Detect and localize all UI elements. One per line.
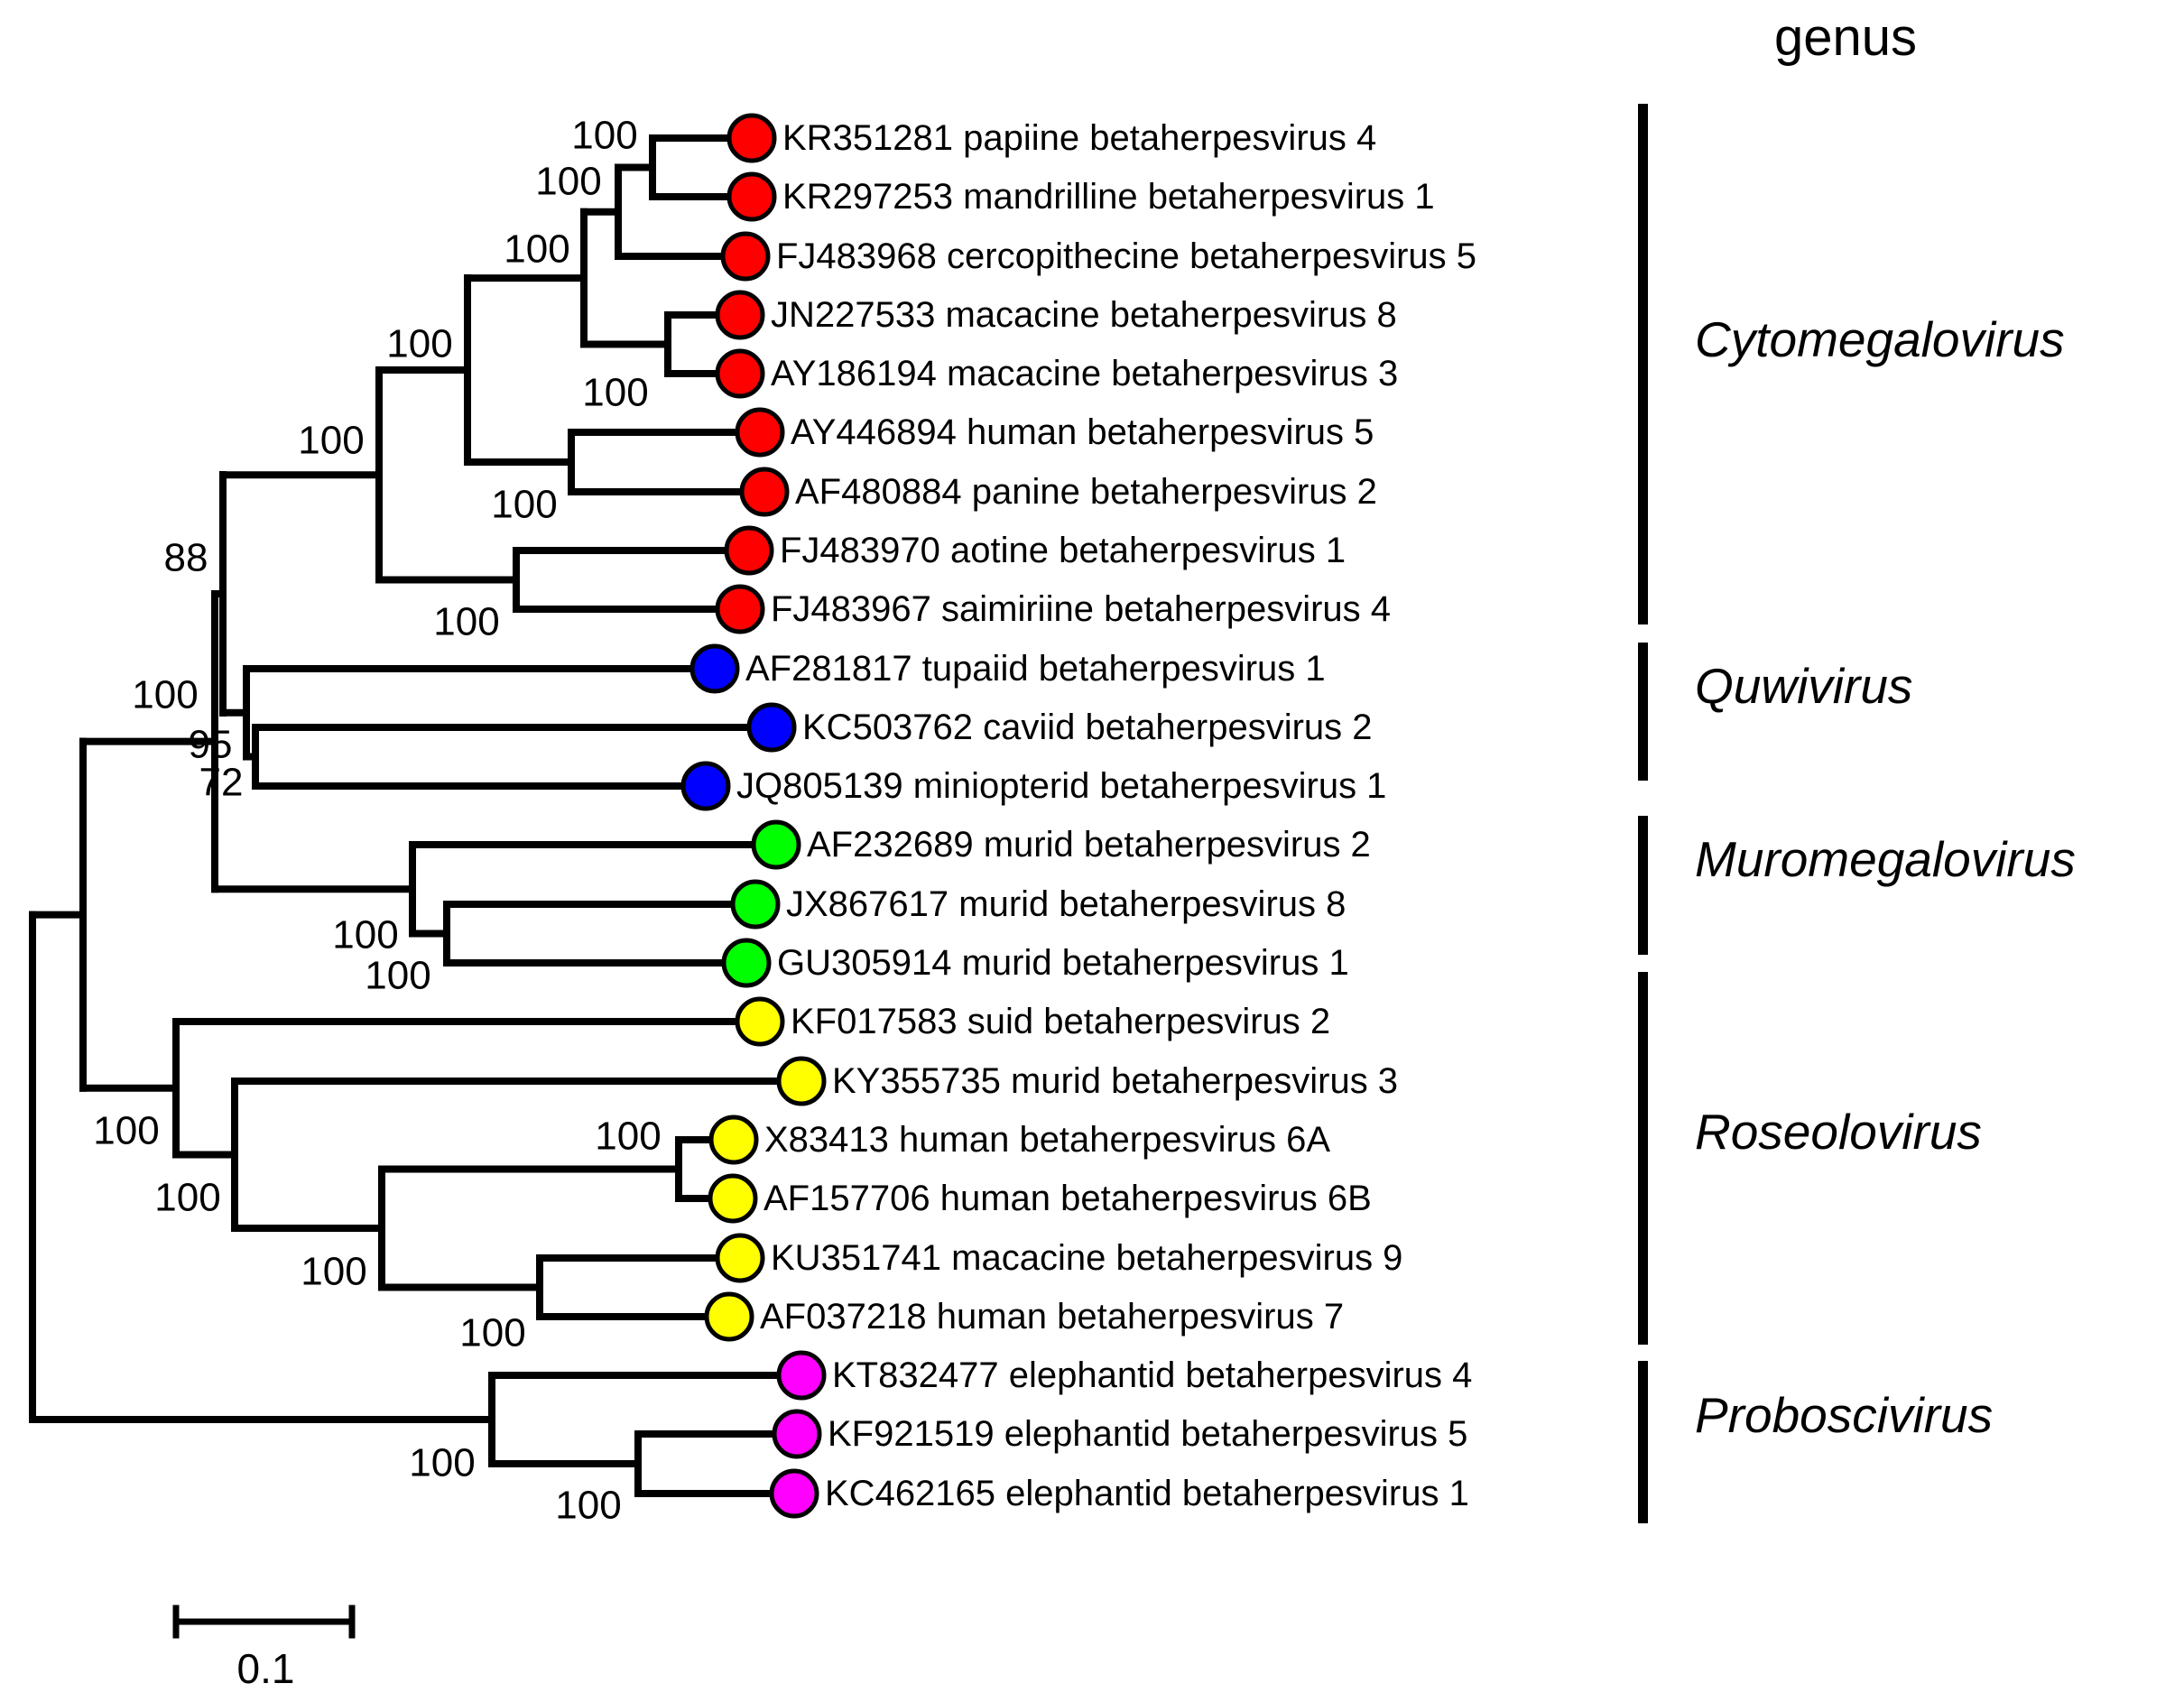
leaf-tip-JN227533 (715, 290, 765, 340)
bootstrap-value-13: 100 (365, 954, 430, 998)
leaf-tip-GU305914 (721, 938, 772, 988)
genus-bar-cytomegalovirus (1638, 104, 1648, 624)
leaf-tip-KF017583 (735, 996, 785, 1047)
leaf-label-AF480884: AF480884 panine betaherpesvirus 2 (795, 472, 1377, 512)
leaf-tip-AF281817 (689, 643, 740, 694)
bootstrap-value-19: 100 (409, 1441, 475, 1485)
leaf-label-GU305914: GU305914 murid betaherpesvirus 1 (777, 943, 1349, 983)
bootstrap-value-7: 100 (433, 600, 499, 644)
bootstrap-value-11: 72 (199, 761, 244, 805)
bootstrap-value-3: 100 (582, 371, 648, 415)
bootstrap-value-8: 88 (164, 536, 208, 580)
leaf-label-KR351281: KR351281 papiine betaherpesvirus 4 (782, 118, 1376, 158)
bootstrap-value-2: 100 (504, 227, 569, 272)
leaf-label-KC462165: KC462165 elephantid betaherpesvirus 1 (825, 1474, 1469, 1513)
leaf-label-AY446894: AY446894 human betaherpesvirus 5 (791, 412, 1374, 452)
leaf-tip-FJ483967 (715, 584, 765, 634)
bootstrap-value-1: 100 (535, 160, 601, 204)
bootstrap-value-20: 100 (555, 1484, 621, 1528)
bootstrap-value-10: 95 (189, 723, 233, 767)
leaf-tip-KF921519 (772, 1409, 822, 1459)
genus-label-quwivirus: Quwivirus (1695, 658, 1913, 714)
leaf-label-KY355735: KY355735 murid betaherpesvirus 3 (832, 1061, 1398, 1101)
leaf-label-AF232689: AF232689 murid betaherpesvirus 2 (807, 825, 1371, 865)
bootstrap-value-16: 100 (301, 1250, 366, 1294)
leaf-label-AF037218: AF037218 human betaherpesvirus 7 (760, 1297, 1344, 1337)
leaf-tip-JX867617 (730, 879, 781, 930)
bootstrap-value-17: 100 (595, 1115, 661, 1159)
leaf-tip-AY186194 (715, 348, 765, 399)
genus-bar-muromegalovirus (1638, 816, 1648, 955)
leaf-label-AY186194: AY186194 macacine betaherpesvirus 3 (771, 354, 1398, 393)
bootstrap-value-14: 100 (93, 1109, 159, 1153)
leaf-tip-FJ483970 (724, 525, 774, 576)
genus-column-title: genus (1773, 8, 1918, 67)
leaf-label-KF017583: KF017583 suid betaherpesvirus 2 (791, 1002, 1330, 1041)
leaf-tip-AF480884 (739, 467, 790, 517)
leaf-tip-KR297253 (726, 171, 777, 222)
leaf-label-AF157706: AF157706 human betaherpesvirus 6B (763, 1179, 1372, 1218)
leaf-tip-KR351281 (726, 113, 777, 163)
leaf-tip-KC503762 (746, 702, 797, 753)
scale-bar-label: 0.1 (236, 1645, 295, 1692)
bootstrap-value-9: 100 (132, 673, 198, 717)
leaf-label-FJ483968: FJ483968 cercopithecine betaherpesvirus … (776, 236, 1476, 276)
bootstrap-value-12: 100 (332, 913, 398, 957)
genus-bar-roseolovirus (1638, 972, 1648, 1345)
bootstrap-value-6: 100 (491, 483, 557, 527)
genus-label-roseolovirus: Roseolovirus (1695, 1104, 1982, 1160)
leaf-tip-AF232689 (751, 819, 801, 870)
leaf-label-AF281817: AF281817 tupaiid betaherpesvirus 1 (745, 649, 1326, 689)
leaf-tip-KT832477 (776, 1350, 827, 1401)
leaf-tip-AF037218 (704, 1291, 754, 1342)
bootstrap-value-4: 100 (386, 322, 452, 366)
leaf-label-JQ805139: JQ805139 miniopterid betaherpesvirus 1 (736, 766, 1386, 806)
leaf-label-JN227533: JN227533 macacine betaherpesvirus 8 (771, 295, 1397, 335)
leaf-tip-JQ805139 (680, 761, 731, 811)
bootstrap-value-15: 100 (154, 1176, 220, 1220)
leaf-tip-KU351741 (715, 1233, 765, 1283)
leaf-tip-AF157706 (708, 1173, 758, 1224)
bootstrap-value-0: 100 (571, 114, 637, 158)
leaf-label-X83413: X83413 human betaherpesvirus 6A (764, 1120, 1330, 1160)
leaf-label-KR297253: KR297253 mandrilline betaherpesvirus 1 (782, 177, 1435, 217)
genus-label-muromegalovirus: Muromegalovirus (1695, 831, 2076, 887)
genus-label-proboscivirus: Proboscivirus (1695, 1387, 1994, 1443)
bootstrap-value-5: 100 (298, 419, 364, 463)
genus-bar-proboscivirus (1638, 1361, 1648, 1523)
leaf-label-KU351741: KU351741 macacine betaherpesvirus 9 (771, 1238, 1402, 1278)
leaf-tip-FJ483968 (720, 231, 771, 282)
leaf-label-FJ483970: FJ483970 aotine betaherpesvirus 1 (780, 531, 1346, 570)
leaf-label-JX867617: JX867617 murid betaherpesvirus 8 (786, 884, 1346, 924)
leaf-label-KC503762: KC503762 caviid betaherpesvirus 2 (802, 708, 1373, 747)
leaf-tip-KY355735 (776, 1056, 827, 1106)
leaf-label-KF921519: KF921519 elephantid betaherpesvirus 5 (828, 1414, 1467, 1454)
bootstrap-value-18: 100 (459, 1311, 525, 1355)
genus-label-cytomegalovirus: Cytomegalovirus (1695, 311, 2065, 367)
leaf-tip-KC462165 (769, 1468, 819, 1519)
leaf-label-KT832477: KT832477 elephantid betaherpesvirus 4 (832, 1355, 1472, 1395)
leaf-label-FJ483967: FJ483967 saimiriine betaherpesvirus 4 (771, 589, 1391, 629)
leaf-tip-AY446894 (735, 407, 785, 458)
genus-bar-quwivirus (1638, 643, 1648, 781)
leaf-tip-X83413 (708, 1115, 759, 1165)
